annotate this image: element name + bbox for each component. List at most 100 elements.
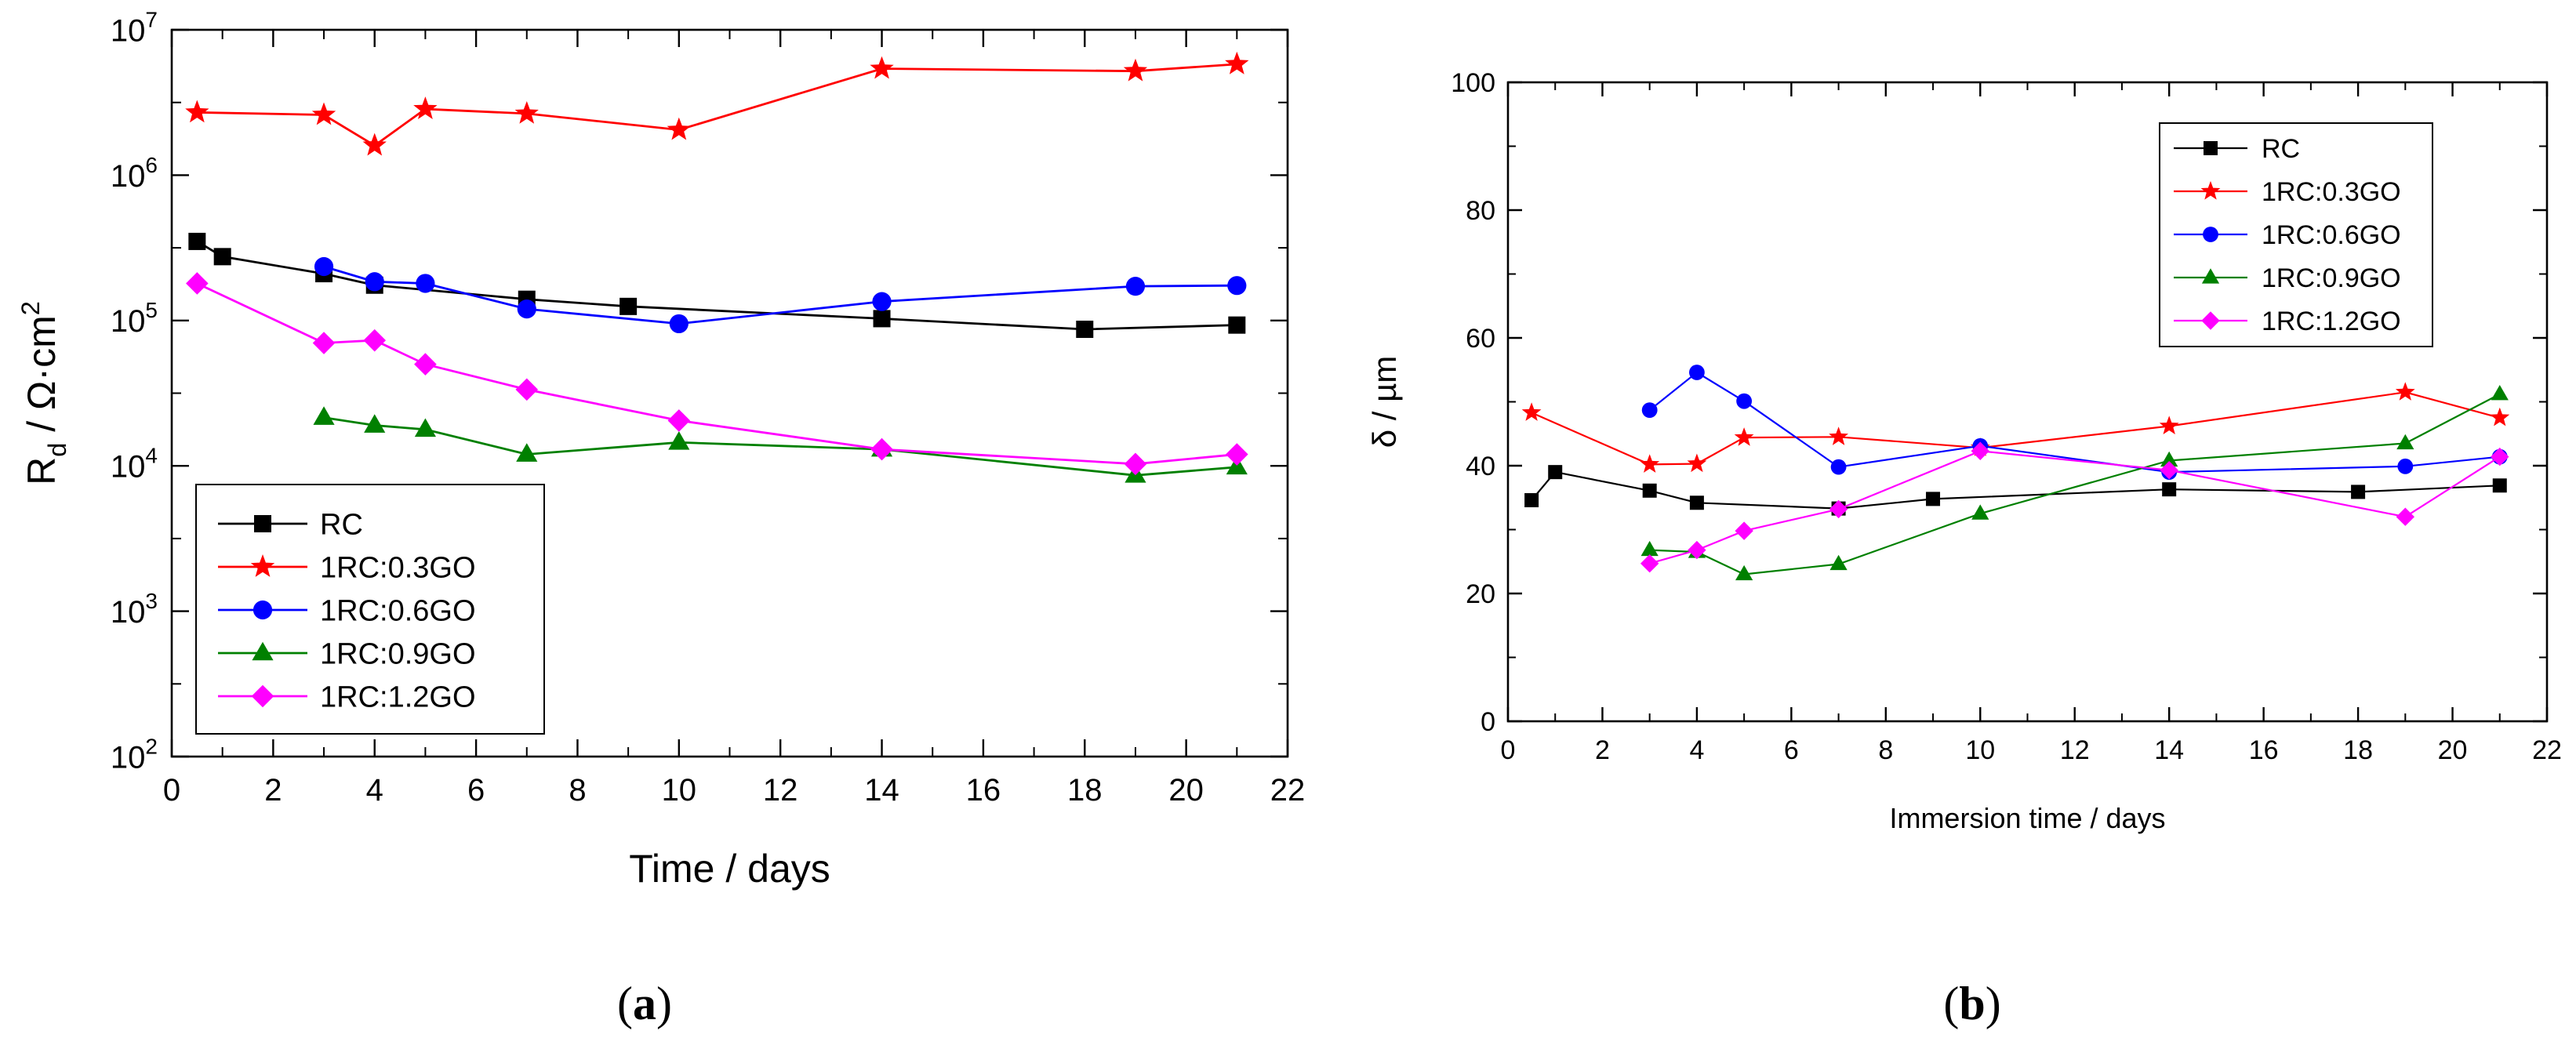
data-point-1rc-0-9go	[414, 418, 436, 437]
y-tick-exponent: 3	[145, 589, 158, 613]
data-point-rc	[1228, 316, 1246, 334]
legend-marker-1rc-0-3go	[2200, 180, 2221, 200]
data-point-rc	[188, 232, 206, 250]
y-tick-mantissa: 10	[111, 450, 146, 485]
data-point-1rc-0-3go	[514, 101, 539, 124]
data-point-1rc-1-2go	[667, 409, 691, 432]
legend-label-1rc-1-2go: 1RC:1.2GO	[2262, 307, 2401, 336]
x-tick-label: 8	[1878, 735, 1893, 765]
y-tick-label: 107	[111, 7, 158, 48]
data-point-1rc-0-9go	[2160, 451, 2178, 467]
panel-label: (a)	[617, 978, 672, 1029]
series-line-1rc-0-6go	[323, 265, 1237, 325]
data-point-1rc-0-6go	[1689, 365, 1705, 380]
y-tick-mantissa: 10	[111, 595, 146, 630]
x-tick-label: 16	[966, 773, 1001, 808]
panel-label: (b)	[1943, 978, 2000, 1029]
series-line-1rc-1-2go	[1649, 450, 2501, 564]
y-tick-exponent: 4	[145, 444, 158, 468]
panel-b-thickness-chart: 0 2 4 6 8 10 12 14 16 18 20 22 0 20 40 60 80 100 RC 1RC:0.3…	[1366, 68, 2562, 1029]
data-point-1rc-0-3go	[667, 117, 691, 140]
series-1rc-0-3go	[185, 51, 1249, 156]
x-tick-label: 12	[2060, 735, 2090, 765]
y-tick-exponent: 6	[145, 153, 158, 177]
y-axis-title: δ / µm	[1366, 356, 1403, 448]
data-point-1rc-0-9go	[313, 406, 335, 425]
data-point-1rc-0-6go	[1736, 393, 1753, 409]
series-1rc-1-2go	[1640, 441, 2509, 573]
y-tick-label: 104	[111, 444, 158, 485]
data-point-1rc-0-6go	[314, 256, 334, 277]
x-tick-label: 22	[1270, 773, 1306, 808]
legend-marker-1rc-1-2go	[2201, 311, 2220, 330]
panel-label-letter: a	[633, 978, 656, 1029]
data-point-1rc-1-2go	[414, 353, 437, 376]
series-line-1rc-0-9go	[1649, 393, 2501, 575]
data-point-rc	[1926, 492, 1941, 506]
data-point-1rc-0-9go	[1971, 504, 1989, 520]
series-line-rc	[196, 240, 1237, 331]
y-tick-label: 40	[1466, 452, 1495, 481]
legend-marker-1rc-0-6go	[253, 600, 273, 620]
y-tick-exponent: 2	[145, 734, 158, 758]
data-point-1rc-0-6go	[1641, 402, 1658, 418]
y-tick-mantissa: 10	[111, 159, 146, 194]
x-tick-label: 0	[1501, 735, 1516, 765]
legend: RC 1RC:0.3GO 1RC:0.6GO 1RC:0.9GO 1RC:1.2GO	[2159, 122, 2433, 347]
data-point-1rc-0-3go	[1687, 453, 1707, 473]
data-point-1rc-0-3go	[870, 56, 894, 79]
data-point-1rc-0-3go	[413, 96, 438, 119]
y-title-superscript: 2	[16, 301, 45, 315]
series-line-1rc-0-9go	[323, 416, 1237, 477]
data-point-1rc-0-3go	[2395, 382, 2415, 401]
data-point-1rc-1-2go	[2160, 461, 2178, 480]
data-point-1rc-0-6go	[416, 274, 435, 293]
data-point-1rc-1-2go	[1829, 499, 1848, 519]
data-point-1rc-0-3go	[2490, 407, 2510, 426]
data-point-1rc-0-6go	[365, 272, 384, 292]
x-tick-label: 20	[1168, 773, 1204, 808]
x-tick-label: 4	[366, 773, 383, 808]
panel-label-close: )	[1986, 978, 2001, 1029]
y-axis-title: Rd / Ω·cm2	[16, 301, 71, 485]
data-point-rc	[1548, 465, 1563, 480]
data-point-1rc-1-2go	[1640, 554, 1659, 573]
data-point-1rc-0-9go	[1829, 554, 1848, 571]
data-point-1rc-0-3go	[311, 102, 336, 125]
series-line-1rc-0-3go	[1531, 391, 2501, 466]
data-point-1rc-0-3go	[1640, 454, 1660, 473]
series-1rc-0-9go	[1640, 385, 2509, 581]
panel-label-open: (	[1943, 978, 1959, 1029]
x-tick-label: 6	[1784, 735, 1799, 765]
y-tick-label: 102	[111, 734, 158, 775]
legend-label-1rc-0-9go: 1RC:0.9GO	[320, 638, 476, 671]
legend-marker-1rc-0-6go	[2203, 227, 2218, 242]
legend-label-1rc-0-6go: 1RC:0.6GO	[320, 595, 476, 628]
data-point-1rc-0-3go	[185, 100, 209, 123]
data-point-1rc-1-2go	[870, 437, 893, 461]
y-title-subscript: d	[43, 443, 71, 457]
data-point-1rc-0-9go	[2491, 385, 2509, 401]
series-1rc-0-9go	[313, 406, 1248, 483]
data-point-1rc-0-6go	[2397, 458, 2414, 474]
series-rc	[188, 232, 1246, 339]
y-tick-label: 103	[111, 589, 158, 630]
data-point-1rc-0-6go	[517, 299, 536, 319]
y-tick-label: 0	[1481, 707, 1495, 737]
data-point-1rc-0-3go	[1225, 51, 1249, 74]
x-axis-title: Time / days	[629, 847, 830, 891]
y-tick-label: 105	[111, 298, 158, 339]
data-point-1rc-0-3go	[1734, 427, 1754, 446]
y-tick-mantissa: 10	[111, 304, 146, 339]
x-tick-label: 16	[2249, 735, 2279, 765]
x-tick-label: 18	[2343, 735, 2373, 765]
series-1rc-0-6go	[314, 256, 1247, 334]
data-point-rc	[1689, 495, 1704, 510]
panel-label-letter: b	[1959, 978, 1985, 1029]
x-tick-label: 10	[1965, 735, 1995, 765]
x-tick-label: 22	[2532, 735, 2562, 765]
y-tick-mantissa: 10	[111, 740, 146, 775]
y-title-units: / Ω·cm	[20, 315, 64, 442]
legend-label-1rc-0-3go: 1RC:0.3GO	[320, 552, 476, 585]
y-tick-mantissa: 10	[111, 13, 146, 48]
